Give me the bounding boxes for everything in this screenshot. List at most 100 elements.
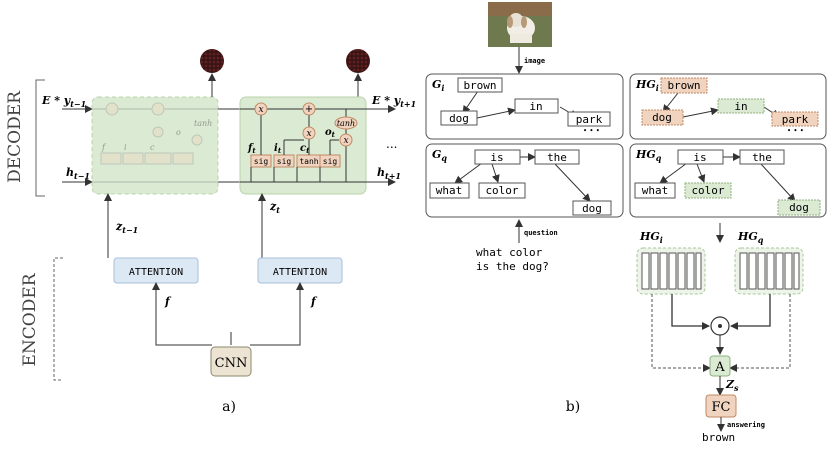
input-top-left: E * yt−1 (41, 94, 86, 109)
hgi-title: HGi (635, 78, 659, 93)
ellipsis: ... (386, 137, 397, 151)
attention-label-prev: ATTENTION (129, 267, 183, 278)
gi-ellipsis: • • • (583, 127, 600, 135)
f-label-left: f (164, 295, 172, 308)
svg-text:in: in (529, 100, 542, 113)
panel-a: DECODER ENCODER E * yt−1 ht−1 tanh f i c (5, 49, 416, 415)
svg-text:dog: dog (582, 202, 602, 215)
gate-sig-1: sig (254, 157, 269, 166)
svg-text:brown: brown (667, 79, 700, 92)
gate-sig-3: sig (323, 157, 338, 166)
hgq-node-is (677, 149, 724, 165)
panel-b: image Gi brown in dog park • • • HGi bro… (425, 2, 827, 444)
svg-text:park: park (576, 113, 603, 126)
f-label-right: f (310, 295, 318, 308)
svg-text:the: the (752, 151, 772, 164)
hg-i-feature-label: HGi (639, 230, 663, 245)
svg-text:what: what (436, 184, 463, 197)
op-tanh (334, 116, 358, 130)
hg-q-feature-bars (739, 252, 800, 290)
hgq-title: HGq (635, 148, 662, 163)
hgi-ellipsis: • • • (787, 127, 804, 135)
svg-text:is: is (693, 151, 706, 164)
input-top-right: E * yt+1 (371, 94, 416, 109)
cnn-box (210, 346, 252, 377)
question-arrow-label: question (524, 229, 558, 237)
dog-photo (488, 2, 552, 47)
gq-node-what (429, 182, 470, 199)
gi-node-park (567, 111, 611, 127)
svg-text:the: the (547, 151, 567, 164)
encoder-label: ENCODER (20, 272, 40, 366)
svg-text:c: c (150, 143, 155, 152)
caption-a: a) (222, 399, 236, 415)
label-c-t: ct (300, 143, 310, 155)
svg-text:x: x (258, 105, 263, 115)
svg-text:brown: brown (463, 79, 496, 92)
attention-label-cur: ATTENTION (273, 267, 327, 278)
gi-node-in (514, 98, 559, 114)
svg-text:x: x (306, 129, 311, 139)
hgq-edges (659, 153, 796, 202)
svg-text:x: x (343, 136, 348, 146)
svg-text:color: color (691, 184, 724, 197)
answering-label: answering (727, 421, 765, 429)
z-cur-label: zt (269, 200, 280, 215)
svg-text:+: + (305, 104, 313, 115)
lstm-cell-prev-internals: tanh f i c o (92, 102, 218, 183)
svg-text:f: f (101, 143, 107, 152)
cnn-label: CNN (215, 356, 248, 371)
h-next-label: ht+1 (377, 166, 401, 181)
gi-node-dog (440, 110, 478, 126)
zs-label: Zs (725, 378, 739, 393)
svg-text:o: o (176, 128, 181, 137)
hgi-node-in (717, 98, 765, 114)
svg-text:tanh: tanh (337, 119, 355, 128)
answer-text: brown (702, 431, 735, 444)
question-line-1: what color (476, 246, 543, 259)
label-f-t: ft (247, 143, 256, 155)
gq-node-is (474, 149, 521, 165)
label-o-t: ot (325, 127, 336, 139)
gate-sig-2: sig (277, 157, 292, 166)
op-add (302, 102, 316, 116)
decoder-label: DECODER (5, 90, 25, 183)
op-input-multiply (302, 126, 316, 140)
hg-i-feature-bars (641, 252, 702, 290)
encoder-bracket (53, 257, 63, 381)
hgq-node-color (684, 182, 732, 199)
z-prev-label: zt−1 (115, 220, 138, 235)
svg-text:is: is (490, 151, 503, 164)
hgi-node-park (771, 111, 819, 127)
hgi-node-dog (641, 109, 684, 126)
fc-label: FC (712, 400, 731, 415)
svg-text:dog: dog (449, 112, 469, 125)
caption-b: b) (566, 399, 580, 415)
hgq-node-the (739, 149, 785, 165)
svg-text:color: color (485, 184, 518, 197)
image-arrow-label: image (524, 57, 545, 65)
op-forget-multiply (254, 102, 268, 116)
gi-title: Gi (432, 78, 444, 93)
question-line-2: is the dog? (476, 260, 549, 273)
op-output-multiply (339, 133, 353, 147)
svg-text:i: i (124, 143, 127, 152)
svg-text:dog: dog (652, 111, 672, 124)
svg-text:park: park (782, 113, 809, 126)
lstm-cell-prev (91, 96, 219, 195)
svg-text:what: what (642, 184, 669, 197)
lstm-cell-cur (239, 96, 367, 195)
a-label: A (714, 360, 725, 375)
svg-text:tanh: tanh (194, 119, 212, 128)
gate-tanh: tanh (299, 157, 318, 166)
gq-node-the (534, 149, 580, 165)
hgi-node-brown (660, 77, 708, 94)
h-prev-label: ht−1 (66, 166, 90, 181)
gq-node-dog (572, 200, 612, 216)
svg-text:in: in (734, 100, 747, 113)
decoder-bracket (35, 79, 45, 197)
gi-node-brown (457, 77, 503, 93)
gq-title: Gq (432, 148, 447, 163)
svg-text:dog: dog (789, 201, 809, 214)
